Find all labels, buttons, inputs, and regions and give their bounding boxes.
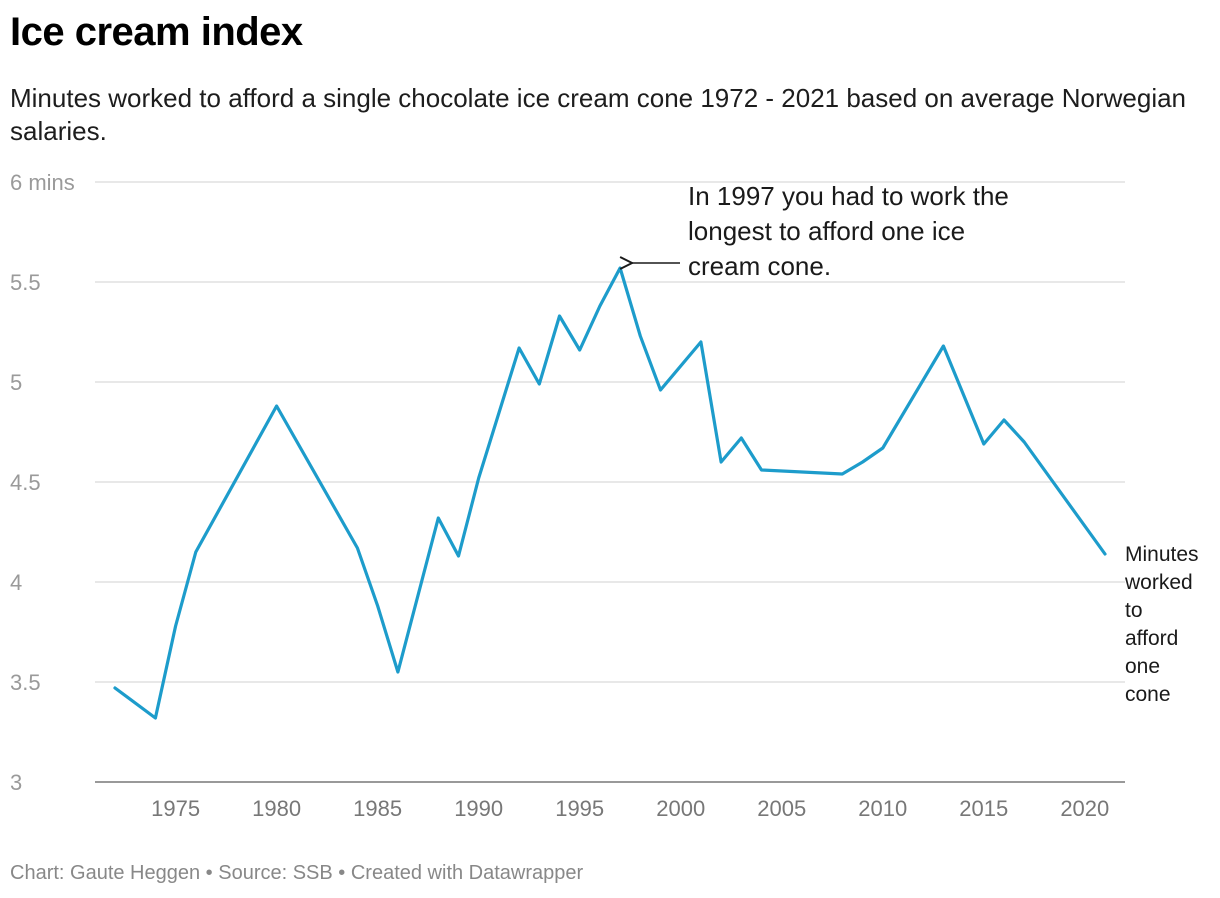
series-label-line: Minutes xyxy=(1125,543,1199,566)
y-tick-label: 4.5 xyxy=(10,470,41,495)
x-tick-label: 2010 xyxy=(858,796,907,821)
chart-footer: Chart: Gaute Heggen • Source: SSB • Crea… xyxy=(10,862,584,884)
x-tick-label: 1980 xyxy=(252,796,301,821)
y-axis: 6 mins 5.5 5 4.5 4 3.5 3 xyxy=(10,170,75,795)
annotation-layer: In 1997 you had to work the longest to af… xyxy=(632,181,1009,281)
annotation-text-line: cream cone. xyxy=(688,251,831,281)
x-tick-label: 2000 xyxy=(656,796,705,821)
x-tick-label: 1975 xyxy=(151,796,200,821)
x-tick-label: 2015 xyxy=(959,796,1008,821)
series-label-line: one xyxy=(1125,655,1160,678)
series-label-line: to xyxy=(1125,599,1143,622)
x-tick-label: 2020 xyxy=(1060,796,1109,821)
x-axis: 1975 1980 1985 1990 1995 2000 2005 2010 2015 2020 xyxy=(151,796,1109,821)
series-label-line: afford xyxy=(1125,627,1178,650)
series-label-line: cone xyxy=(1125,683,1171,706)
x-tick-label: 2005 xyxy=(757,796,806,821)
y-tick-label: 5 xyxy=(10,370,22,395)
y-tick-label: 4 xyxy=(10,570,22,595)
y-tick-label: 6 mins xyxy=(10,170,75,195)
series-end-label: Minutes worked to afford one cone xyxy=(1124,543,1199,706)
x-tick-label: 1990 xyxy=(454,796,503,821)
chart-title: Ice cream index xyxy=(10,10,303,54)
annotation-text-line: In 1997 you had to work the xyxy=(688,181,1009,211)
series-line xyxy=(113,266,1107,720)
series-label-line: worked xyxy=(1124,571,1193,594)
series-layer: Minutes worked to afford one cone xyxy=(113,266,1199,720)
y-tick-label: 3.5 xyxy=(10,670,41,695)
x-tick-label: 1995 xyxy=(555,796,604,821)
annotation-text-line: longest to afford one ice xyxy=(688,216,965,246)
gridlines xyxy=(95,181,1125,783)
chart-subtitle: Minutes worked to afford a single chocol… xyxy=(10,83,1187,146)
y-tick-label: 3 xyxy=(10,770,22,795)
x-tick-label: 1985 xyxy=(353,796,402,821)
y-tick-label: 5.5 xyxy=(10,270,41,295)
